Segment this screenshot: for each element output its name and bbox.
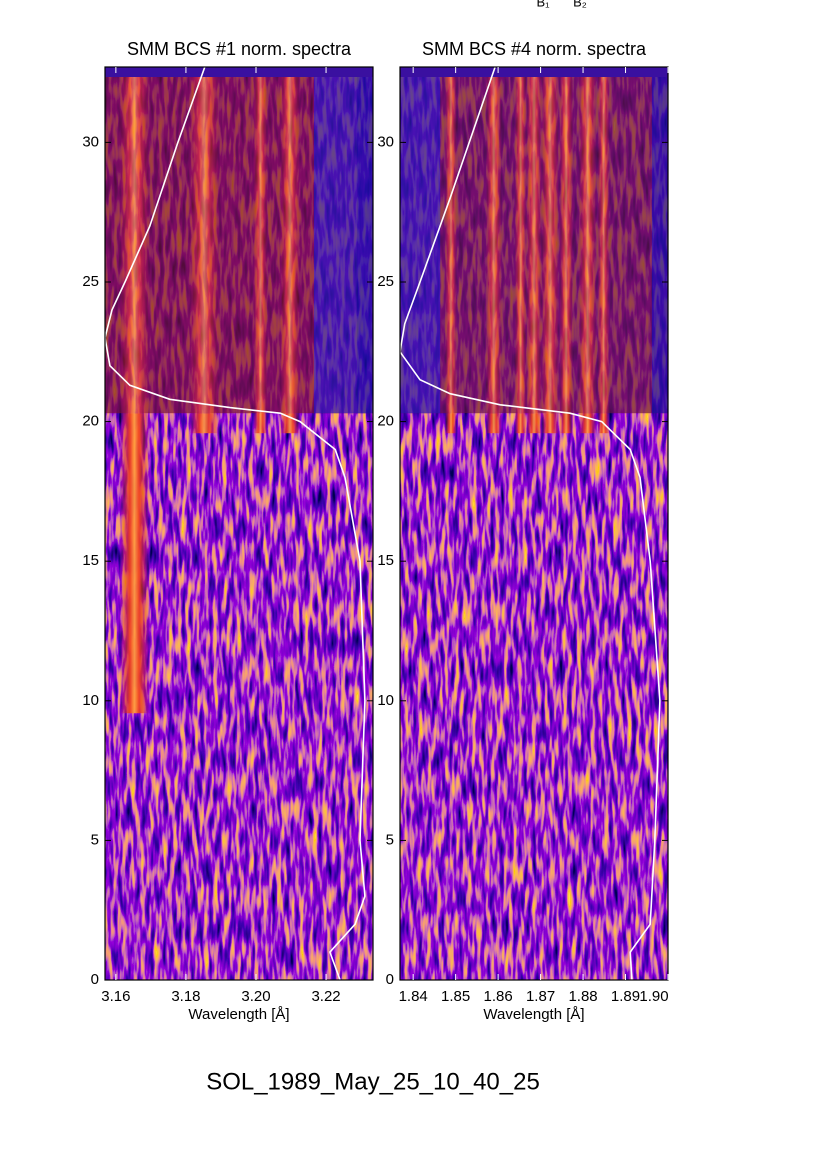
y-tick-label: 5 bbox=[91, 831, 99, 848]
top-band bbox=[400, 67, 668, 77]
x-tick-label: 3.20 bbox=[241, 988, 270, 1005]
plot-frame bbox=[399, 66, 669, 981]
x-axis-label: Wavelength [Å] bbox=[483, 1006, 584, 1023]
y-tick-label: 5 bbox=[386, 831, 394, 848]
y-tick-label: 10 bbox=[82, 692, 99, 709]
y-tick-label: 25 bbox=[377, 273, 394, 290]
x-tick-label: 1.84 bbox=[399, 988, 428, 1005]
y-tick-label: 20 bbox=[377, 413, 394, 430]
noise-overlay bbox=[105, 67, 373, 414]
x-tick-label: 3.18 bbox=[171, 988, 200, 1005]
chart-title: SMM BCS #1 norm. spectra bbox=[127, 39, 352, 59]
plot-frame bbox=[104, 66, 374, 981]
heatmap bbox=[400, 67, 668, 980]
noise-overlay bbox=[400, 67, 668, 414]
light-curve bbox=[400, 67, 661, 980]
x-tick-label: 1.88 bbox=[568, 988, 597, 1005]
x-tick-label: 1.85 bbox=[441, 988, 470, 1005]
y-tick-label: 0 bbox=[91, 971, 99, 988]
heatmap bbox=[105, 67, 373, 980]
y-tick-label: 10 bbox=[377, 692, 394, 709]
top-band bbox=[105, 67, 373, 77]
y-tick-label: 15 bbox=[377, 552, 394, 569]
figure-footer: SOL_1989_May_25_10_40_25 bbox=[206, 1068, 540, 1095]
y-tick-label: 15 bbox=[82, 552, 99, 569]
x-tick-label: 1.90 bbox=[639, 988, 668, 1005]
annotation: B₁ bbox=[536, 0, 550, 9]
y-tick-label: 20 bbox=[82, 413, 99, 430]
chart-title: SMM BCS #4 norm. spectra bbox=[422, 39, 647, 59]
x-tick-label: 3.16 bbox=[101, 988, 130, 1005]
light-curve bbox=[105, 67, 366, 980]
y-tick-label: 30 bbox=[377, 133, 394, 150]
annotation: B₂ bbox=[573, 0, 587, 9]
y-tick-label: 0 bbox=[386, 971, 394, 988]
y-tick-label: 25 bbox=[82, 273, 99, 290]
x-tick-label: 1.86 bbox=[484, 988, 513, 1005]
x-axis-label: Wavelength [Å] bbox=[188, 1006, 289, 1023]
y-tick-label: 30 bbox=[82, 133, 99, 150]
x-tick-label: 3.22 bbox=[311, 988, 340, 1005]
x-tick-label: 1.89 bbox=[611, 988, 640, 1005]
x-tick-label: 1.87 bbox=[526, 988, 555, 1005]
